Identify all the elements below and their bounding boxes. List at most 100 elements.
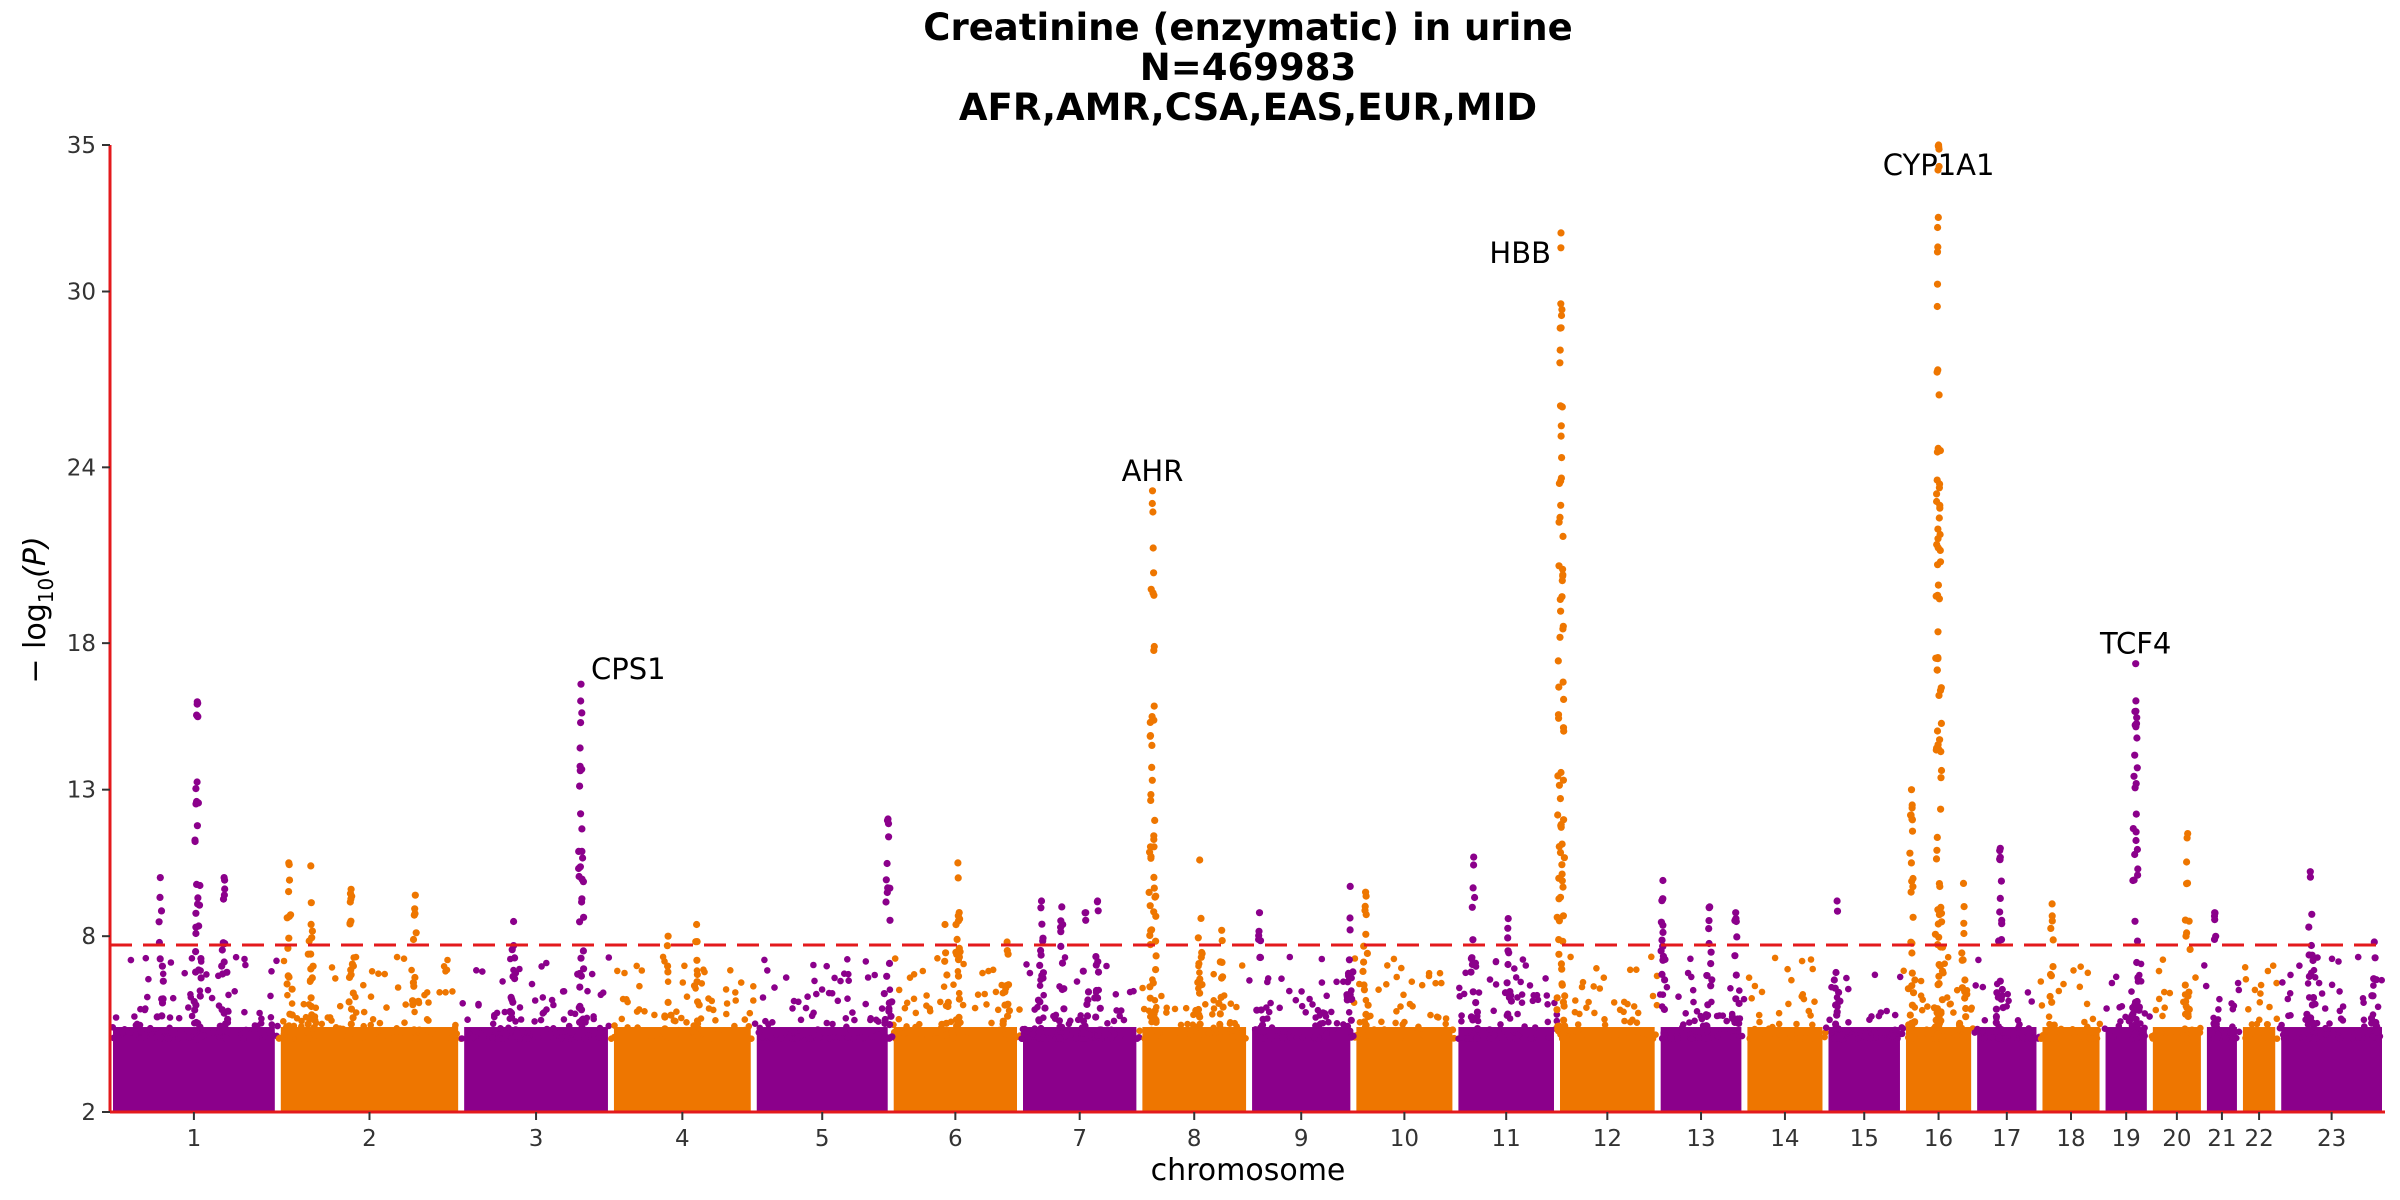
peak-variant-point [1146, 718, 1154, 727]
variant-point [2152, 1006, 2160, 1014]
peak-variant-point [577, 954, 585, 962]
variant-point [1046, 1035, 1053, 1042]
variant-point [2339, 1003, 2347, 1010]
variant-point [1177, 1021, 1185, 1029]
variant-point [1319, 1019, 1327, 1027]
variant-point [1298, 1002, 1306, 1010]
lead-variant-point [509, 917, 518, 926]
peak-variant-point [1004, 1012, 1012, 1020]
x-tick-label-chr-3: 3 [529, 1126, 544, 1152]
peak-variant-point [1907, 888, 1915, 896]
peak-variant-point [1938, 1035, 1946, 1043]
peak-variant-point [1149, 589, 1157, 597]
peak-variant-point [1259, 1015, 1267, 1023]
x-tick-label-chr-13: 13 [1686, 1126, 1715, 1152]
variant-point [2155, 995, 2163, 1003]
peak-variant-point [2132, 697, 2140, 705]
variant-point [1634, 1009, 1642, 1017]
variant-point [1900, 967, 1907, 975]
variant-point [901, 1004, 909, 1012]
variant-point [2159, 1012, 2166, 1020]
peak-variant-point [192, 785, 200, 793]
variant-point [1756, 1018, 1763, 1026]
variant-point [1425, 969, 1433, 977]
peak-variant-point [1056, 1034, 1064, 1042]
peak-variant-point [1731, 952, 1739, 960]
variant-point [1034, 1003, 1041, 1011]
peak-variant-point [305, 1034, 313, 1042]
peak-variant-point [1554, 772, 1562, 780]
peak-variant-point [415, 1026, 423, 1034]
variant-point [1871, 1028, 1878, 1036]
variant-point [960, 960, 967, 968]
gene-label-cyp1a1: CYP1A1 [1883, 148, 1995, 182]
peak-variant-point [1558, 965, 1566, 973]
peak-variant-point [1933, 490, 1941, 498]
variant-point [875, 1018, 882, 1025]
variant-point [636, 982, 643, 990]
variant-point [1227, 1000, 1235, 1007]
variant-point [746, 1035, 754, 1042]
variant-point [1486, 1035, 1493, 1042]
variant-point [2084, 1023, 2091, 1031]
peak-variant-point [192, 929, 200, 938]
peak-variant-point [2308, 1001, 2316, 1009]
y-tick-label: 13 [67, 778, 96, 804]
variant-point [777, 1035, 785, 1042]
variant-point [1755, 1011, 1763, 1019]
variant-point [1246, 977, 1253, 984]
variant-point [2201, 962, 2208, 969]
variant-point [1618, 1035, 1625, 1042]
peak-variant-point [1559, 912, 1567, 920]
peak-variant-point [885, 1034, 893, 1042]
variant-point [616, 1035, 624, 1042]
variant-point [844, 1034, 852, 1041]
variant-point [2285, 1012, 2292, 1020]
variant-point [1875, 1012, 1883, 1020]
variant-point [702, 1035, 709, 1042]
peak-variant-point [578, 825, 586, 833]
variant-point [2229, 1035, 2236, 1042]
peak-variant-point [1004, 950, 1012, 958]
variant-point [867, 1016, 874, 1024]
peak-variant-point [506, 1008, 514, 1016]
variant-point [550, 1025, 557, 1032]
variant-point [501, 1008, 509, 1016]
variant-point [1318, 979, 1326, 986]
peak-variant-point [2214, 1031, 2222, 1039]
variant-point [1333, 1020, 1341, 1027]
variant-point [795, 998, 802, 1006]
variant-point [543, 959, 550, 967]
peak-variant-point [307, 899, 315, 907]
lead-variant-point [1058, 903, 1066, 911]
peak-variant-point [1658, 895, 1667, 904]
variant-point [829, 1020, 836, 1028]
peak-variant-point [1660, 1029, 1668, 1038]
variant-point [1653, 1001, 1661, 1009]
variant-point [1567, 953, 1574, 961]
variant-point [680, 1035, 688, 1042]
variant-point [2158, 1034, 2165, 1042]
variant-point [1633, 966, 1640, 973]
peak-variant-point [1993, 989, 2001, 997]
variant-point [175, 1014, 183, 1022]
variant-point [360, 1008, 368, 1016]
peak-variant-point [883, 972, 891, 980]
peak-variant-point [1909, 989, 1918, 997]
variant-point [1009, 1032, 1017, 1039]
peak-variant-point [1937, 805, 1945, 813]
peak-variant-point [1559, 776, 1567, 784]
variant-point [835, 1033, 842, 1040]
variant-point [1242, 1035, 1249, 1042]
variant-point [732, 989, 739, 996]
peak-variant-point [1553, 1006, 1561, 1014]
peak-variant-point [1556, 893, 1565, 901]
peak-variant-point [1997, 1026, 2005, 1034]
lead-variant-point [307, 862, 315, 870]
variant-point [408, 966, 415, 974]
variant-point [1110, 1017, 1118, 1025]
lead-variant-point [220, 874, 228, 882]
peak-variant-point [1152, 952, 1160, 960]
lead-variant-point [347, 885, 355, 893]
